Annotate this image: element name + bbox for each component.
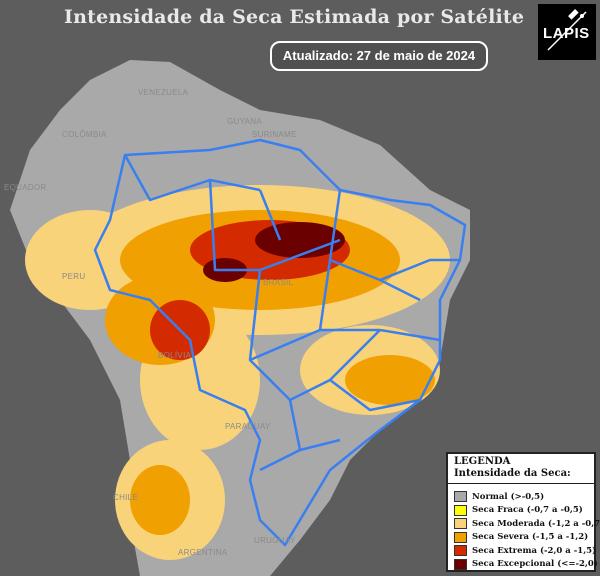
legend-item-weak: Seca Fraca (-0,7 a -0,5) (454, 504, 600, 517)
legend-item-extreme: Seca Extrema (-2,0 a -1,5) (454, 544, 600, 557)
legend-swatch (454, 545, 467, 556)
legend-label: Seca Excepcional (<=-2,0) (472, 559, 598, 569)
legend-swatch (454, 558, 467, 570)
legend-item-normal: Normal (>-0,5) (454, 490, 600, 503)
label-uruguay: URUGUAY (254, 536, 296, 545)
drought-patches (25, 185, 450, 560)
brazil-state-borders (93, 138, 467, 547)
legend-label: Seca Severa (-1,5 a -1,2) (472, 532, 589, 542)
label-ecuador: EQUADOR (4, 183, 47, 192)
label-suriname: SURINAME (252, 130, 297, 139)
label-guyana: GUYANA (227, 117, 262, 126)
logo-text: LAPIS (543, 25, 590, 42)
label-paraguay: PARAGUAY (225, 422, 271, 431)
patch-severe-southeast (345, 355, 435, 405)
legend-item-moderate: Seca Moderada (-1,2 a -0,7) (454, 517, 600, 530)
label-peru: PERU (62, 272, 86, 281)
update-date-badge: Atualizado: 27 de maio de 2024 (270, 41, 488, 71)
legend-label: Seca Fraca (-0,7 a -0,5) (472, 505, 583, 515)
label-bolivia: BOLÍVIA (158, 351, 192, 360)
legend-divider (448, 483, 594, 484)
legend-label: Seca Extrema (-2,0 a -1,5) (472, 545, 597, 556)
label-chile: CHILE (113, 493, 139, 502)
legend-label: Normal (>-0,5) (472, 491, 545, 502)
legend-swatch (454, 491, 467, 502)
map-title: Intensidade da Seca Estimada por Satélit… (64, 6, 525, 28)
map-legend: LEGENDA Intensidade da Seca: Normal (>-0… (446, 452, 600, 572)
legend-label: Seca Moderada (-1,2 a -0,7) (472, 518, 600, 529)
legend-swatch (454, 531, 467, 543)
legend-swatch (454, 518, 467, 529)
legend-subheading: Intensidade da Seca: (454, 468, 571, 479)
satellite-icon (547, 9, 587, 51)
patch-moderate-west (25, 210, 155, 310)
legend-item-exceptional: Seca Excepcional (<=-2,0) (454, 558, 600, 571)
label-colombia: COLÔMBIA (62, 130, 107, 139)
legend-swatch (454, 504, 467, 516)
patch-severe-argentina (130, 465, 190, 535)
label-brasil: BRASIL (263, 278, 294, 287)
label-argentina: ARGENTINA (178, 548, 228, 557)
label-venezuela: VENEZUELA (138, 88, 189, 97)
lapis-logo: LAPIS (538, 4, 596, 60)
legend-heading: LEGENDA (454, 456, 511, 467)
legend-item-severe: Seca Severa (-1,5 a -1,2) (454, 531, 600, 544)
